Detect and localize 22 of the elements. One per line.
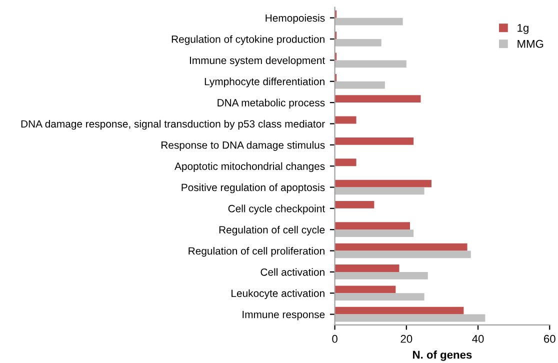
x-tick-label: 60 [544, 334, 556, 343]
y-tick-label: Response to DNA damage stimulus [162, 141, 325, 151]
y-tick-label: Leukocyte activation [232, 289, 324, 300]
y-tick-label: Apoptotic mitochondrial changes [174, 162, 325, 172]
y-tick-label: Cell cycle checkpoint [228, 204, 326, 214]
y-tick-label: Immune system development [190, 56, 326, 66]
y-tick-label: Cell activation [260, 268, 324, 276]
x-tick-label: 40 [472, 334, 484, 343]
y-tick-label: Regulation of cell proliferation [188, 247, 324, 257]
x-tick-label: 20 [400, 334, 412, 343]
y-tick-label: Regulation of cell cycle [219, 226, 325, 236]
x-tick-label: 0 [332, 334, 338, 343]
legend-label: 1g [518, 24, 528, 34]
y-tick-label: Positive regulation of apoptosis [182, 183, 325, 194]
y-tick-label: Lymphocyte differentiation [204, 78, 324, 88]
legend-label: MMG [518, 40, 544, 48]
y-tick-label: DNA metabolic process [218, 98, 325, 108]
y-tick-label: Immune response [242, 310, 325, 320]
x-axis-title: N. of genes [413, 350, 472, 361]
y-tick-label: Regulation of cytokine production [172, 35, 324, 45]
y-tick-label: DNA damage response, signal transduction by p53 class mediator [21, 120, 325, 130]
y-tick-label: Hemopoiesis [266, 14, 325, 24]
